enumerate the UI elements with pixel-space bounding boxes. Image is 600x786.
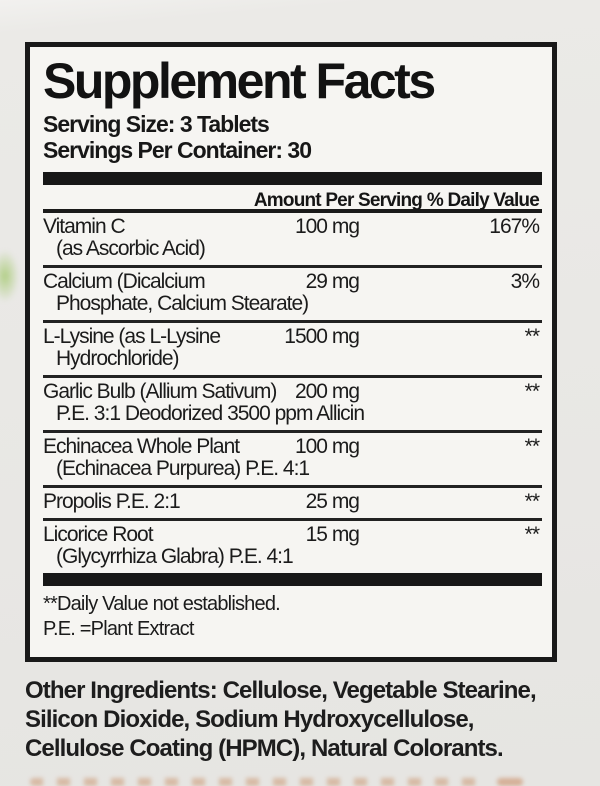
ingredient-daily-value: ** — [524, 325, 540, 348]
cut-off-text-blur — [30, 778, 480, 786]
other-ingredients: Other Ingredients: Cellulose, Vegetable … — [25, 676, 575, 763]
panel-title: Supplement Facts — [43, 53, 436, 109]
ingredient-name: L-Lysine (as L-Lysine — [43, 325, 221, 348]
footnotes: **Daily Value not established. P.E. =Pla… — [43, 586, 542, 642]
ingredient-name: Propolis P.E. 2:1 — [43, 490, 181, 513]
ingredient-daily-value: ** — [524, 380, 540, 403]
ingredient-amount: 100 mg — [294, 435, 360, 458]
other-ingredients-text: Cellulose, Vegetable Stearine, Silicon D… — [25, 677, 537, 762]
ingredient-amount: 100 mg — [294, 215, 360, 238]
servings-per-container: Servings Per Container: 30 — [43, 137, 312, 163]
other-ingredients-label: Other Ingredients: — [25, 677, 218, 704]
ingredient-name: Calcium (Dicalcium — [43, 270, 206, 293]
ingredient-amount: 25 mg — [305, 490, 360, 513]
table-header: Amount Per Serving % Daily Value — [43, 185, 542, 213]
ingredient-row-echinacea: Echinacea Whole Plant (Echinacea Purpure… — [43, 430, 542, 485]
ingredient-name-line2: Phosphate, Calcium Stearate) — [56, 292, 309, 315]
serving-size: Serving Size: 3 Tablets — [43, 111, 270, 137]
ingredient-row-l-lysine: L-Lysine (as L-Lysine Hydrochloride) 150… — [43, 320, 542, 375]
ingredient-name-line2: P.E. 3:1 Deodorized 3500 ppm Allicin — [56, 402, 365, 425]
ingredient-name-line2: (Echinacea Purpurea) P.E. 4:1 — [56, 457, 310, 480]
footnote-daily-value: **Daily Value not established. — [43, 593, 281, 615]
ingredient-name-line2: (as Ascorbic Acid) — [56, 237, 206, 260]
divider-thick-bottom — [43, 573, 542, 586]
ingredient-daily-value: 3% — [510, 270, 540, 293]
ingredient-name: Echinacea Whole Plant — [43, 435, 240, 458]
ingredient-amount: 200 mg — [294, 380, 360, 403]
column-header-daily-value: % Daily Value — [426, 190, 540, 211]
ingredient-daily-value: ** — [524, 490, 540, 513]
ingredient-row-propolis: Propolis P.E. 2:1 25 mg ** — [43, 485, 542, 518]
ingredient-name: Vitamin C — [43, 215, 126, 238]
ingredient-name-line2: (Glycyrrhiza Glabra) P.E. 4:1 — [56, 545, 294, 568]
ingredient-name: Garlic Bulb (Allium Sativum) — [43, 380, 277, 403]
background-blur-blob — [0, 250, 19, 302]
ingredient-daily-value: ** — [524, 435, 540, 458]
ingredient-row-garlic-bulb: Garlic Bulb (Allium Sativum) P.E. 3:1 De… — [43, 375, 542, 430]
ingredient-amount: 29 mg — [305, 270, 360, 293]
cut-off-text-blur-right — [497, 778, 523, 786]
divider-thick-top — [43, 172, 542, 185]
ingredient-daily-value: ** — [524, 523, 540, 546]
ingredient-daily-value: 167% — [489, 215, 540, 238]
ingredient-row-vitamin-c: Vitamin C (as Ascorbic Acid) 100 mg 167% — [43, 213, 542, 265]
ingredient-name: Licorice Root — [43, 523, 154, 546]
ingredient-row-calcium: Calcium (Dicalcium Phosphate, Calcium St… — [43, 265, 542, 320]
supplement-facts-panel: Supplement Facts Serving Size: 3 Tablets… — [25, 42, 557, 662]
ingredient-name-line2: Hydrochloride) — [56, 347, 180, 370]
ingredient-row-licorice-root: Licorice Root (Glycyrrhiza Glabra) P.E. … — [43, 518, 542, 573]
column-header-amount-per-serving: Amount Per Serving — [253, 190, 423, 211]
ingredient-amount: 15 mg — [305, 523, 360, 546]
ingredient-amount: 1500 mg — [284, 325, 360, 348]
footnote-plant-extract: P.E. =Plant Extract — [43, 618, 194, 640]
